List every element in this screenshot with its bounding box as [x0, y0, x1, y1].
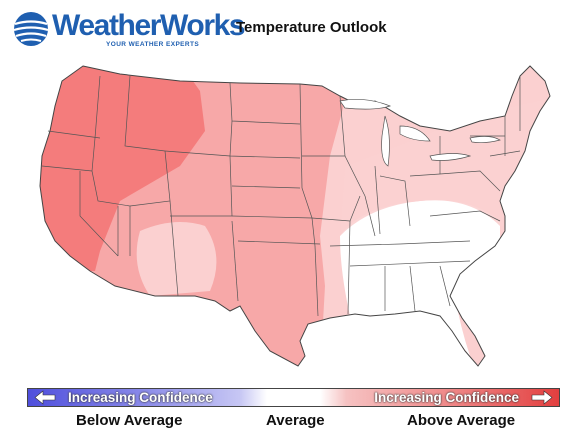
logo-wordmark: WeatherWorks: [52, 9, 246, 42]
page-title: Temperature Outlook: [236, 19, 387, 36]
right-arrow-icon: [531, 390, 553, 405]
globe-logo-icon: [13, 12, 49, 46]
average-southeast-zone: [340, 200, 500, 356]
state-borders: [39, 65, 551, 367]
confidence-scale-bar: Increasing Confidence Increasing Confide…: [27, 388, 560, 407]
temperature-outlook-map: [39, 65, 551, 367]
confidence-gradient: [28, 389, 559, 406]
above-average-label: Above Average: [407, 412, 516, 429]
light-above-southwest-zone: [136, 222, 217, 296]
below-confidence-label: Increasing Confidence: [68, 390, 213, 405]
weatherworks-logo: WeatherWorks YOUR WEATHER EXPERTS: [12, 8, 246, 52]
average-label: Average: [266, 412, 325, 429]
header: WeatherWorks YOUR WEATHER EXPERTS Temper…: [0, 0, 587, 56]
below-average-label: Below Average: [76, 412, 183, 429]
left-arrow-icon: [34, 390, 56, 405]
logo-tagline: YOUR WEATHER EXPERTS: [106, 41, 200, 48]
great-lakes: [339, 99, 501, 167]
above-confidence-label: Increasing Confidence: [374, 390, 519, 405]
